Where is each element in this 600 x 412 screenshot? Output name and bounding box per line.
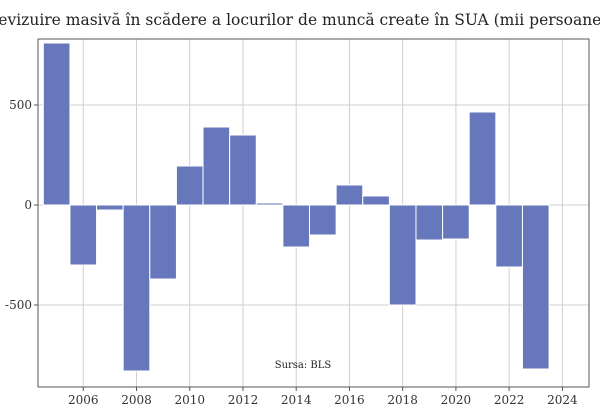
y-tick-label-0: 0: [24, 198, 32, 212]
x-tick-label-2022: 2022: [494, 393, 525, 407]
x-tick-label-2024: 2024: [547, 393, 578, 407]
chart-title: Revizuire masivă în scădere a locurilor …: [0, 11, 600, 29]
bar-2012: [229, 134, 257, 206]
bar-2018: [388, 204, 417, 306]
x-tick-label-2008: 2008: [121, 393, 152, 407]
bar-2009: [149, 204, 177, 280]
bar-2011: [202, 126, 231, 206]
x-tick-label-2012: 2012: [228, 393, 259, 407]
y-axis-ticks: 500 0 -500: [5, 98, 38, 312]
x-tick-label-2014: 2014: [281, 393, 312, 407]
bars: [42, 42, 550, 372]
bar-2005: [42, 42, 71, 206]
y-tick-label--500: -500: [5, 298, 32, 312]
bar-2020: [442, 204, 470, 240]
bar-2017: [362, 195, 390, 206]
source-note: Sursa: BLS: [275, 360, 332, 371]
bar-2007: [96, 204, 124, 211]
bar-2015: [309, 204, 337, 236]
bar-2023: [521, 204, 550, 370]
x-tick-label-2006: 2006: [68, 393, 99, 407]
bar-2006: [69, 204, 98, 266]
y-tick-label-500: 500: [9, 98, 32, 112]
x-tick-label-2016: 2016: [334, 393, 365, 407]
bar-2010: [175, 165, 204, 206]
bar-2022: [495, 204, 523, 268]
x-tick-label-2020: 2020: [441, 393, 472, 407]
bar-2021: [468, 111, 497, 206]
x-tick-label-2010: 2010: [174, 393, 205, 407]
bar-2013: [255, 202, 284, 206]
bar-2019: [415, 204, 444, 241]
bar-2008: [122, 204, 151, 372]
x-axis-ticks: 2006 2008 2010 2012 2014 2016 2018 2020 2022 2024: [68, 387, 578, 407]
x-tick-label-2018: 2018: [387, 393, 418, 407]
bar-2014: [282, 204, 311, 248]
bar-2016: [335, 184, 364, 206]
plot-frame: [37, 38, 590, 388]
